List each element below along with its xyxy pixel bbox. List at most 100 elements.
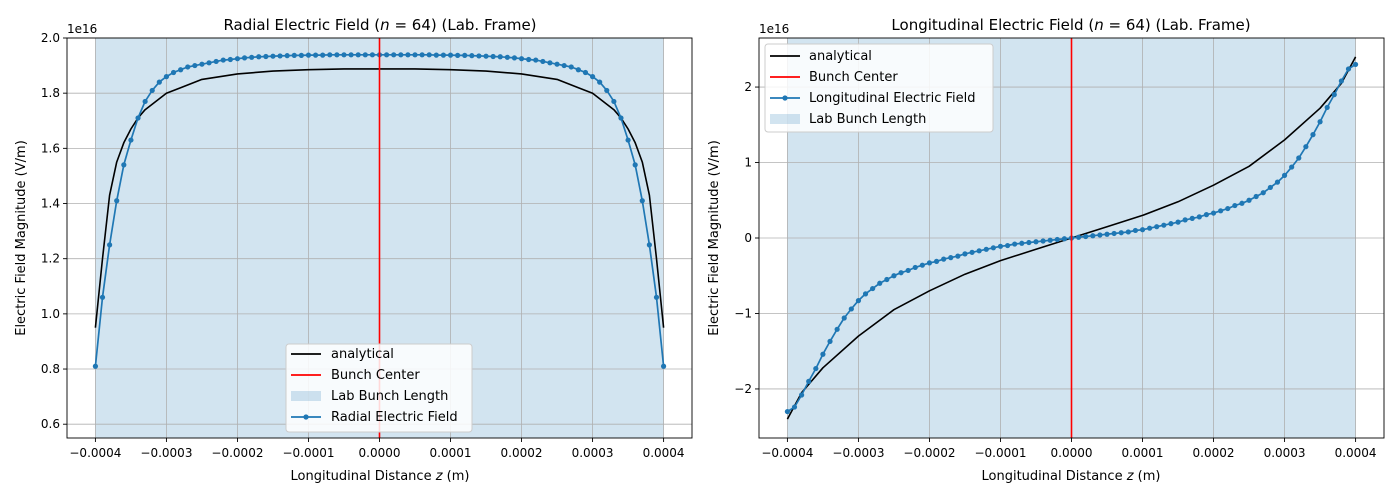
field-data-point	[426, 52, 432, 58]
legend-label: analytical	[809, 49, 872, 64]
field-data-point	[976, 248, 982, 254]
field-data-point	[1218, 208, 1224, 214]
field-data-point	[969, 249, 975, 255]
field-data-point	[433, 52, 439, 58]
field-data-point	[1352, 61, 1359, 68]
field-data-point	[291, 52, 297, 58]
legend-box	[285, 343, 473, 433]
field-data-point	[813, 365, 819, 372]
field-data-point	[1253, 193, 1259, 200]
x-axis-label: Longitudinal Distance z (m)	[982, 469, 1161, 484]
field-data-point	[170, 69, 177, 76]
legend-label: analytical	[331, 347, 394, 362]
field-data-point	[862, 291, 869, 297]
field-data-point	[589, 74, 596, 80]
x-tick-label: 0.0001	[430, 446, 472, 460]
field-data-point	[1161, 222, 1167, 228]
field-data-point	[848, 306, 854, 312]
field-data-point	[660, 363, 667, 369]
field-data-point	[483, 53, 489, 59]
field-data-point	[827, 338, 833, 344]
field-data-point	[156, 79, 162, 85]
field-data-point	[1139, 227, 1146, 233]
field-data-point	[405, 52, 411, 58]
legend-label: Longitudinal Electric Field	[809, 91, 976, 106]
field-data-point	[149, 87, 155, 94]
field-data-point	[806, 378, 812, 384]
field-data-point	[206, 60, 212, 66]
legend-item-analytical: analytical	[770, 49, 872, 64]
field-data-point	[1033, 239, 1039, 245]
field-data-point	[1317, 119, 1323, 125]
field-data-point	[1338, 78, 1344, 84]
field-data-point	[462, 52, 468, 58]
field-data-point	[1203, 212, 1210, 218]
field-data-point	[355, 52, 361, 58]
field-data-point	[362, 52, 368, 58]
field-data-point	[884, 276, 890, 283]
field-data-point	[1331, 92, 1337, 98]
x-tick-label: 0.0004	[643, 446, 685, 460]
field-data-point	[256, 54, 262, 60]
field-data-point	[1324, 104, 1330, 111]
y-tick-label: 1.2	[41, 252, 60, 266]
field-data-point	[99, 294, 106, 300]
y-tick-label: 2.0	[41, 31, 60, 45]
field-data-point	[497, 54, 503, 60]
field-data-point	[962, 251, 968, 257]
x-tick-label: 0.0002	[501, 446, 543, 460]
y-axis-label: Electric Field Magnitude (V/m)	[707, 140, 722, 336]
legend-item-analytical: analytical	[291, 347, 394, 362]
x-tick-label: −0.0003	[140, 446, 192, 460]
x-tick-label: −0.0004	[761, 446, 813, 460]
legend-item-longitudinal-field: Longitudinal Electric Field	[770, 91, 976, 106]
x-tick-label: −0.0001	[974, 446, 1026, 460]
field-data-point	[855, 298, 862, 304]
field-data-point	[469, 53, 475, 59]
field-data-point	[799, 392, 805, 398]
field-data-point	[419, 52, 425, 58]
field-data-point	[1225, 205, 1231, 212]
x-tick-label: −0.0004	[69, 446, 121, 460]
field-data-point	[983, 246, 989, 252]
field-data-point	[511, 55, 518, 61]
field-data-point	[1296, 155, 1302, 161]
field-data-point	[1154, 224, 1160, 230]
field-data-point	[1104, 231, 1110, 237]
field-data-point	[440, 52, 447, 58]
field-data-point	[455, 52, 461, 58]
field-data-point	[1125, 229, 1131, 235]
field-data-point	[646, 242, 652, 248]
field-data-point	[632, 162, 638, 168]
field-data-point	[490, 53, 496, 60]
offset-text: 1e16	[67, 22, 97, 36]
field-data-point	[820, 351, 826, 357]
y-tick-label: −2	[734, 382, 752, 396]
chart-title: Longitudinal Electric Field (n = 64) (La…	[891, 16, 1250, 34]
field-data-point	[1061, 236, 1067, 242]
field-data-point	[905, 267, 911, 274]
field-data-point	[625, 137, 631, 143]
field-data-point	[1189, 215, 1195, 221]
field-data-point	[1047, 237, 1053, 243]
field-data-point	[192, 62, 198, 69]
field-data-point	[533, 57, 539, 63]
field-data-point	[163, 74, 170, 80]
field-data-point	[1260, 190, 1266, 196]
y-tick-label: 0	[744, 231, 752, 245]
field-data-point	[227, 56, 233, 63]
field-data-point	[320, 52, 326, 58]
field-data-point	[334, 52, 340, 58]
offset-text: 1e16	[759, 22, 789, 36]
field-data-point	[841, 315, 847, 321]
field-data-point	[348, 52, 354, 58]
field-data-point	[582, 69, 589, 76]
legend: analytical Bunch Center Lab Bunch Length…	[285, 343, 473, 433]
field-data-point	[1232, 202, 1238, 209]
field-data-point	[898, 270, 904, 276]
field-data-point	[1168, 221, 1174, 227]
field-data-point	[1289, 164, 1295, 170]
y-tick-label: 0.8	[41, 362, 60, 376]
